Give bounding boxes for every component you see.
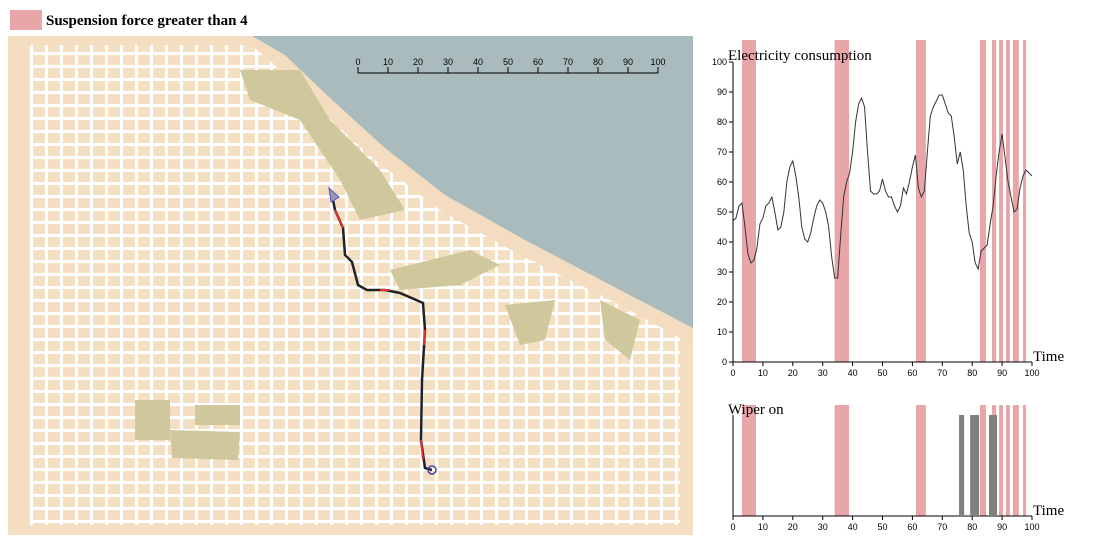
x-tick-label: 50 <box>877 368 887 378</box>
y-tick-label: 100 <box>712 57 727 67</box>
park <box>240 70 405 220</box>
route-end <box>427 465 437 475</box>
sea <box>252 36 693 328</box>
interval-bar <box>970 415 980 516</box>
highlight-band <box>915 405 926 516</box>
highlight-band <box>979 405 986 516</box>
x-tick-label: 40 <box>848 522 858 532</box>
highlight-band <box>999 40 1003 362</box>
scale-label: 60 <box>533 57 543 67</box>
park <box>135 400 170 440</box>
highlight-band <box>1005 40 1010 362</box>
x-axis-label: Time <box>1033 503 1064 519</box>
highlight-band <box>1023 40 1027 362</box>
x-tick-label: 40 <box>848 368 858 378</box>
x-tick-label: 20 <box>788 368 798 378</box>
line <box>732 94 1033 279</box>
x-tick-label: 70 <box>937 522 947 532</box>
y-tick-label: 10 <box>717 327 727 337</box>
x-tick-label: 50 <box>877 522 887 532</box>
scale-label: 10 <box>383 57 393 67</box>
highlight-band <box>741 40 757 362</box>
x-tick-label: 70 <box>937 368 947 378</box>
x-tick-label: 60 <box>907 368 917 378</box>
y-tick-label: 30 <box>717 267 727 277</box>
scale-label: 20 <box>413 57 423 67</box>
scale-label: 50 <box>503 57 513 67</box>
highlight-band <box>1005 405 1010 516</box>
highlight-band <box>1023 405 1027 516</box>
x-tick-label: 60 <box>907 522 917 532</box>
x-tick-label: 30 <box>818 522 828 532</box>
y-tick-label: 0 <box>722 357 727 367</box>
park <box>195 405 240 425</box>
park <box>390 250 500 290</box>
x-tick-label: 10 <box>758 368 768 378</box>
y-tick-label: 90 <box>717 87 727 97</box>
interval-bar <box>959 415 965 516</box>
x-tick-label: 20 <box>788 522 798 532</box>
chart-title: Wiper on <box>728 402 784 418</box>
y-tick-label: 20 <box>717 297 727 307</box>
highlight-band <box>915 40 926 362</box>
interval-bar <box>988 415 998 516</box>
x-tick-label: 80 <box>967 368 977 378</box>
scale-label: 90 <box>623 57 633 67</box>
highlight-band <box>741 405 757 516</box>
x-tick-label: 10 <box>758 522 768 532</box>
park <box>505 300 555 345</box>
x-tick-label: 30 <box>818 368 828 378</box>
y-tick-label: 60 <box>717 177 727 187</box>
route-start <box>328 186 340 203</box>
scale-label: 30 <box>443 57 453 67</box>
scale-label: 70 <box>563 57 573 67</box>
legend-label: Suspension force greater than 4 <box>46 13 248 29</box>
highlight-band <box>1012 405 1019 516</box>
scale-label: 100 <box>650 57 665 67</box>
x-tick-label: 80 <box>967 522 977 532</box>
route-alert <box>334 209 426 461</box>
x-tick-label: 0 <box>730 368 735 378</box>
x-tick-label: 100 <box>1024 522 1039 532</box>
scale-label: 0 <box>355 57 360 67</box>
scale-label: 80 <box>593 57 603 67</box>
highlight-band <box>1012 40 1019 362</box>
scale-label: 40 <box>473 57 483 67</box>
highlight-band <box>834 405 850 516</box>
y-tick-label: 80 <box>717 117 727 127</box>
y-tick-label: 70 <box>717 147 727 157</box>
chart-title: Electricity consumption <box>728 48 872 64</box>
park <box>170 430 240 460</box>
y-tick-label: 40 <box>717 237 727 247</box>
highlight-band <box>979 40 986 362</box>
legend-swatch <box>10 10 42 30</box>
highlight-band <box>999 405 1003 516</box>
map <box>8 36 693 535</box>
x-tick-label: 90 <box>997 368 1007 378</box>
park <box>600 300 640 360</box>
x-tick-label: 100 <box>1024 368 1039 378</box>
x-axis-label: Time <box>1033 349 1064 365</box>
x-tick-label: 90 <box>997 522 1007 532</box>
highlight-band <box>834 40 850 362</box>
x-tick-label: 0 <box>730 522 735 532</box>
y-tick-label: 50 <box>717 207 727 217</box>
